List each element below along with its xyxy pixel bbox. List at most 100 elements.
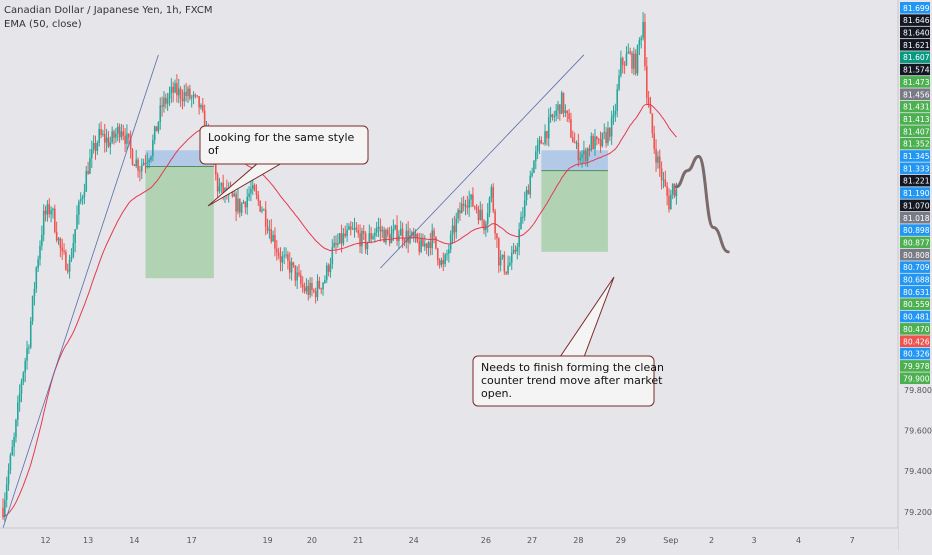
candle-body [427,242,430,248]
candle-body [116,126,119,134]
price-label-text: 81.621 [903,41,930,50]
candle-body [290,262,293,273]
candle-body [72,242,75,258]
candle-body [610,117,613,137]
candle-body [425,243,428,248]
price-label-tag [900,261,930,273]
candle-body [274,234,276,249]
candle-body [592,135,594,150]
candle-body [55,231,58,241]
time-tick-label: 3 [752,536,757,545]
candle-body [96,142,99,151]
candle-body [174,83,176,93]
price-label-tag [900,26,930,39]
price-label-tag [900,335,930,347]
candle-body [631,53,633,69]
candle-body [572,137,574,142]
candle-body [653,133,655,149]
candle-body [420,238,422,252]
candle-body [374,232,376,237]
candle-body [266,226,269,231]
candle-body [377,226,380,228]
candle-body [185,91,187,96]
price-label-text: 81.431 [903,103,930,112]
candle-body [446,253,448,255]
candle-body [581,154,583,158]
candle-body [264,209,267,227]
candle-body [449,234,452,250]
price-label-text: 80.470 [903,325,930,334]
candle-body [200,105,202,108]
candle-body [42,210,45,235]
candle-body [372,236,374,240]
candle-body [172,86,174,93]
candle-body [549,114,552,118]
price-label-tag [900,39,930,51]
candle-body [331,247,334,264]
candle-body [351,229,354,231]
callout-line: open. [481,387,512,400]
price-tick-label: 79.800 [904,386,932,395]
candle-body [305,286,308,292]
candle-body [403,240,406,243]
stop-zone [145,150,214,167]
candle-body [124,135,126,144]
candle-body [451,225,454,235]
callout-box [199,125,369,165]
callout-line: Needs to finish forming the clean [481,361,664,374]
callout-line: of [208,144,220,157]
candle-body [579,157,581,161]
candle-body [577,142,580,161]
candle-body [103,133,106,143]
candle-body [283,255,285,257]
candle-body [128,133,130,138]
price-label-tag [900,76,930,88]
price-axis[interactable]: 79.200 79.400 79.600 79.800 81.699 81.646 81.6… [897,0,932,550]
candle-body [41,234,43,246]
candle-body [50,210,52,215]
candle-body [222,182,224,194]
candle-body [531,172,533,176]
candle-body [440,260,443,265]
candle-body [253,185,256,191]
candle-body [623,64,626,66]
candle-body [535,151,537,161]
candle-body [66,269,69,272]
candle-body [486,212,489,224]
candle-body [301,283,304,288]
candle-body [177,88,180,96]
callout-line: counter trend move after market [481,374,663,387]
candle-body [551,114,554,117]
candle-body [18,393,21,403]
candle-body [214,164,217,175]
candle-body [383,229,385,243]
candle-body [313,289,315,292]
candle-body [525,190,528,201]
price-label-tag [900,224,930,236]
candle-body [139,170,141,172]
candle-body [375,227,378,233]
candle-body [664,179,667,187]
candle-body [388,234,391,244]
candle-body [54,208,56,232]
candle-body [292,262,295,266]
candle-body [601,132,604,147]
time-tick-label: 26 [481,536,491,545]
candle-body [89,158,91,174]
candle-body [57,238,60,241]
candle-body [327,265,330,272]
price-label-tag [900,199,930,212]
candle-body [361,230,363,247]
price-tick-label: 79.600 [904,427,932,436]
candle-body [239,198,241,213]
candle-body [246,196,248,208]
candle-body [48,204,51,215]
candle-body [142,162,145,166]
price-label-text: 80.688 [903,276,930,285]
time-axis[interactable]: 12 13 14 17 19 20 21 24 26 27 28 29 Sep 2 3 4 7 [0,527,898,550]
candle-body [583,150,585,155]
candle-body [590,135,593,151]
time-tick-label: 20 [307,536,317,545]
